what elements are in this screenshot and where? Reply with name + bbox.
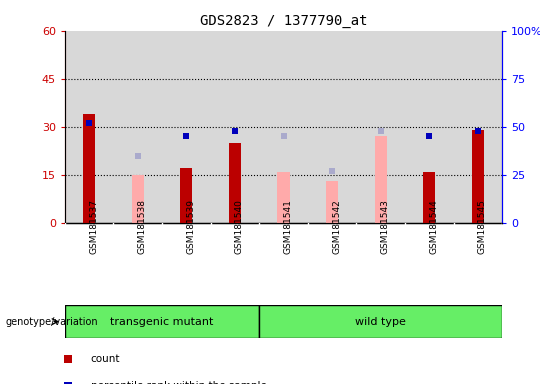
Bar	[162, 31, 211, 223]
Bar	[259, 31, 308, 223]
Bar	[211, 31, 259, 223]
Bar	[472, 130, 484, 223]
Text: wild type: wild type	[355, 316, 406, 327]
Text: GSM181544: GSM181544	[429, 199, 438, 254]
Text: GSM181539: GSM181539	[186, 199, 195, 254]
Bar	[375, 136, 387, 223]
Bar	[405, 31, 454, 223]
Bar	[356, 31, 405, 223]
Bar	[65, 31, 113, 223]
Bar	[259, 305, 502, 338]
Text: count: count	[91, 354, 120, 364]
Text: genotype/variation: genotype/variation	[5, 316, 98, 327]
Bar	[278, 172, 289, 223]
Title: GDS2823 / 1377790_at: GDS2823 / 1377790_at	[200, 14, 367, 28]
Bar	[229, 143, 241, 223]
Bar	[132, 175, 144, 223]
Text: GSM181543: GSM181543	[381, 199, 390, 254]
Bar	[454, 31, 502, 223]
Text: transgenic mutant: transgenic mutant	[110, 316, 214, 327]
Bar	[83, 114, 95, 223]
Text: GSM181542: GSM181542	[332, 199, 341, 254]
Bar	[423, 172, 435, 223]
Text: GSM181540: GSM181540	[235, 199, 244, 254]
Bar	[326, 181, 338, 223]
Text: GSM181537: GSM181537	[89, 199, 98, 254]
Bar	[180, 168, 192, 223]
Text: GSM181541: GSM181541	[284, 199, 293, 254]
Bar	[113, 31, 162, 223]
Text: percentile rank within the sample: percentile rank within the sample	[91, 381, 267, 384]
Text: GSM181538: GSM181538	[138, 199, 147, 254]
Bar	[65, 305, 259, 338]
Text: GSM181545: GSM181545	[478, 199, 487, 254]
Bar	[308, 31, 356, 223]
